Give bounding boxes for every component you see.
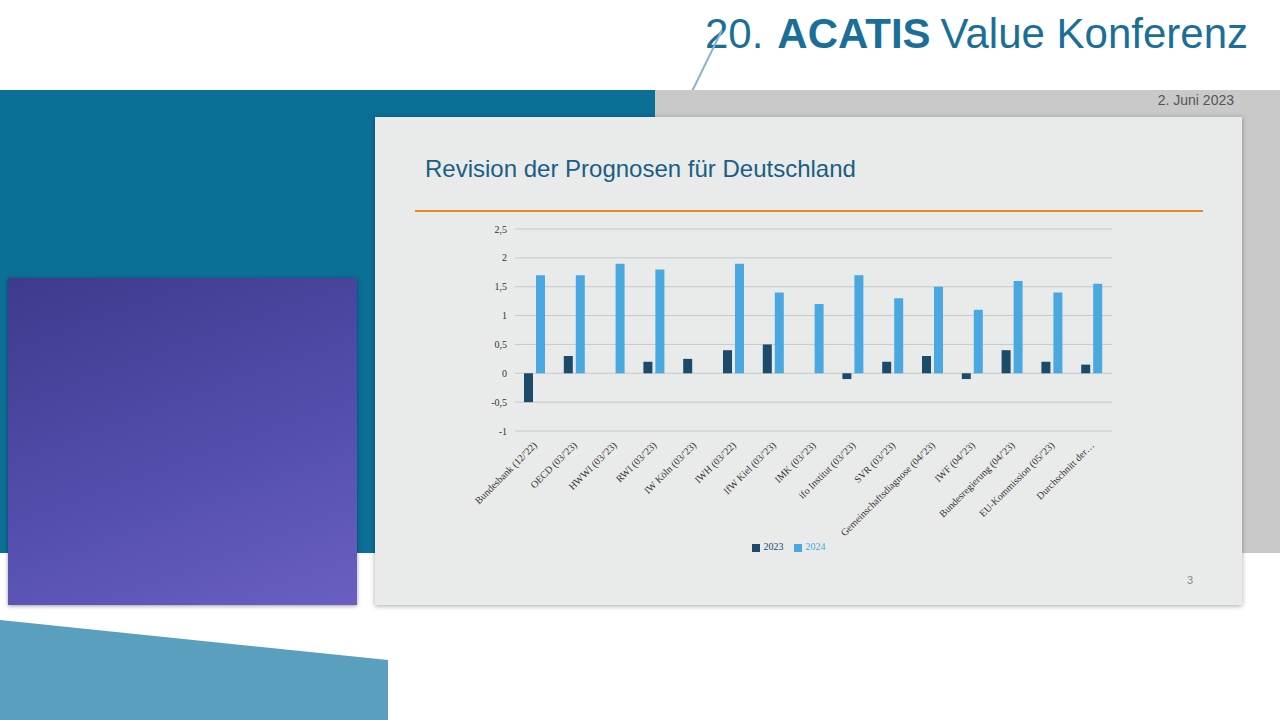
html-text:2023: 2023: [763, 541, 784, 552]
svg-text:RWI (03/'23): RWI (03/'23): [613, 439, 659, 485]
svg-text:ifo Institut (03/'23): ifo Institut (03/'23): [796, 439, 858, 501]
svg-text:0,5: 0,5: [495, 339, 508, 350]
svg-text:2: 2: [502, 252, 507, 263]
html-text:2024: 2024: [805, 541, 826, 552]
svg-text:EU-Kommission (05/'23): EU-Kommission (05/'23): [977, 439, 1057, 519]
svg-text:IfW Kiel (03/'23): IfW Kiel (03/'23): [721, 439, 779, 497]
svg-text:1: 1: [502, 310, 507, 321]
svg-text:HWWI (03/'23): HWWI (03/'23): [566, 439, 619, 492]
html-text:20. ACATIS Value Konferenz: 20. ACATIS Value Konferenz: [705, 10, 1248, 57]
svg-text:IW Köln (03/'23): IW Köln (03/'23): [642, 439, 699, 496]
svg-text:SVR (03/'23): SVR (03/'23): [851, 439, 898, 485]
svg-text:-0,5: -0,5: [491, 397, 507, 408]
html-text:3: 3: [1187, 574, 1194, 586]
html-text:Revision der Prognosen für Deu: Revision der Prognosen für Deutschland: [425, 155, 856, 182]
svg-text:Bundesregierung (04/'23): Bundesregierung (04/'23): [937, 439, 1018, 520]
svg-text:IWH (03/'22): IWH (03/'22): [692, 439, 739, 486]
svg-text:1,5: 1,5: [495, 281, 508, 292]
svg-text:OECD (03/'23): OECD (03/'23): [528, 439, 579, 491]
svg-text:0: 0: [502, 368, 507, 379]
svg-text:Gemeinschaftsdiagnose (04/'23): Gemeinschaftsdiagnose (04/'23): [838, 439, 938, 539]
svg-text:-1: -1: [499, 426, 507, 437]
svg-text:IWF (04/'23): IWF (04/'23): [932, 439, 977, 485]
svg-text:Durchschnitt der…: Durchschnitt der…: [1034, 439, 1096, 501]
html-text:2. Juni 2023: 2. Juni 2023: [1157, 92, 1234, 108]
svg-text:Bundesbank (12/'22): Bundesbank (12/'22): [473, 439, 540, 506]
svg-text:2,5: 2,5: [495, 224, 508, 235]
svg-text:IMK (03/'23): IMK (03/'23): [772, 439, 818, 485]
